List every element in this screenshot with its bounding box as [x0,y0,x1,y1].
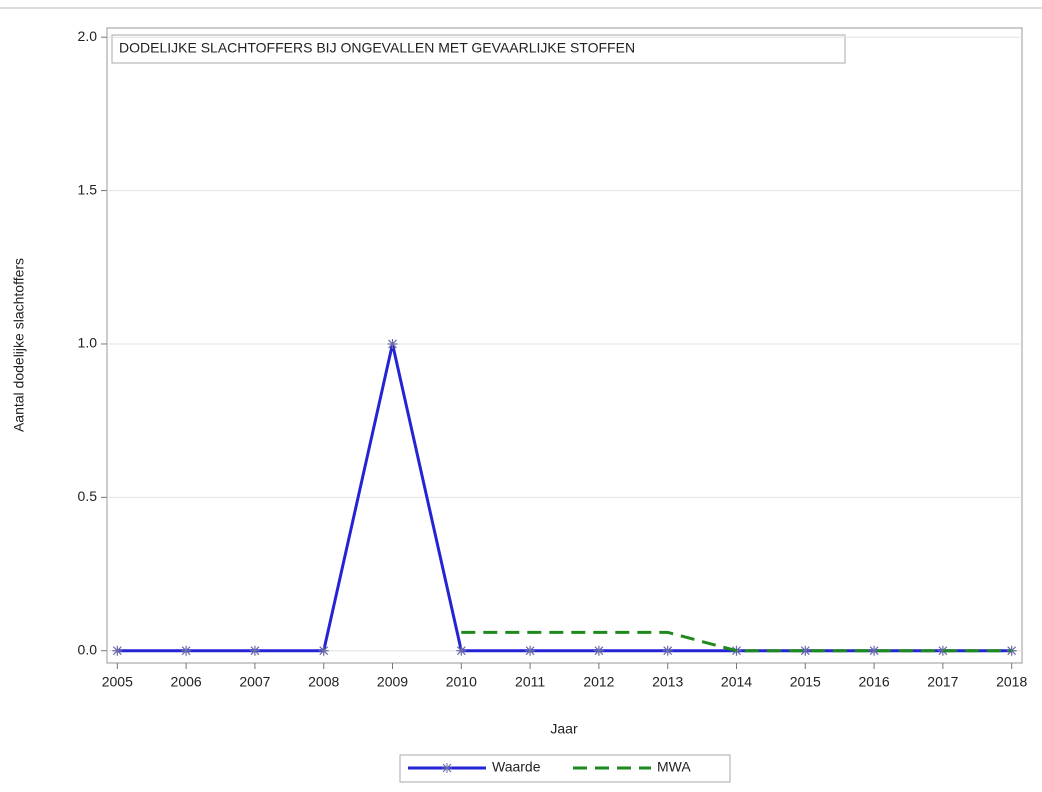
x-axis-label: Jaar [550,721,578,737]
y-tick-label: 0.0 [78,641,98,657]
legend-box [399,754,731,783]
point-marker [318,645,329,656]
point-marker [181,645,192,656]
point-marker [662,645,673,656]
point-marker [869,645,880,656]
legend-label: Waarde [492,759,541,775]
point-marker [593,645,604,656]
x-tick-label: 2011 [515,674,545,690]
point-marker [525,645,536,656]
point-marker [387,338,398,349]
x-tick-label: 2007 [239,674,270,690]
y-tick-label: 1.5 [78,181,98,197]
y-tick-label: 1.0 [78,335,98,351]
point-marker [456,645,467,656]
legend-label: MWA [657,759,691,775]
x-tick-label: 2013 [652,674,683,690]
point-marker [112,645,123,656]
x-tick-label: 2017 [927,674,958,690]
title-box [111,34,846,64]
legend-marker [442,763,452,773]
x-tick-label: 2016 [859,674,890,690]
plot-frame [106,27,1023,664]
x-tick-label: 2009 [377,674,408,690]
x-tick-label: 2015 [790,674,821,690]
x-tick-label: 2008 [308,674,339,690]
chart-title: DODELIJKE SLACHTOFFERS BIJ ONGEVALLEN ME… [119,40,635,56]
series-line [461,630,1012,653]
y-tick-label: 2.0 [78,28,98,44]
y-tick-label: 0.5 [78,488,98,504]
x-tick-label: 2006 [171,674,202,690]
x-tick-label: 2014 [721,674,752,690]
x-tick-label: 2018 [996,674,1027,690]
point-marker [249,645,260,656]
point-marker [800,645,811,656]
y-axis-label: Aantal dodelijke slachtoffers [11,258,27,432]
point-marker [937,645,948,656]
x-tick-label: 2005 [102,674,133,690]
x-tick-label: 2010 [446,674,477,690]
x-tick-label: 2012 [583,674,614,690]
